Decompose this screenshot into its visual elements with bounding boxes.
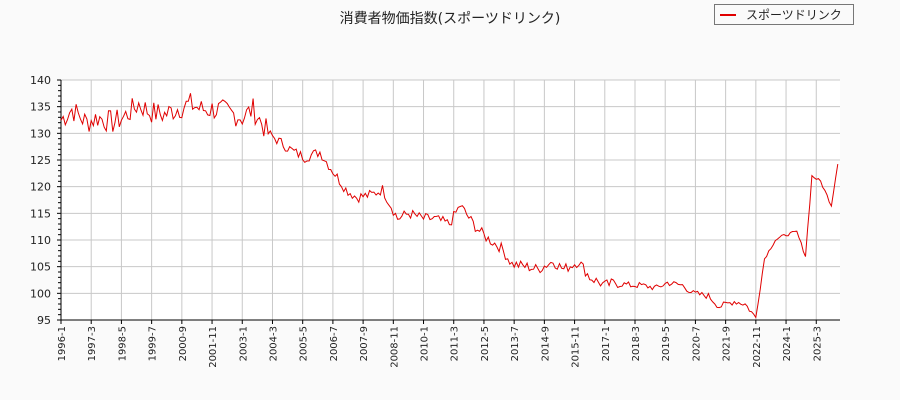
- y-tick-label: 110: [30, 234, 51, 247]
- y-axis-ticks: 95 100 105 110 115 120 125 130 135 140: [30, 74, 61, 327]
- y-tick-label: 105: [30, 261, 51, 274]
- x-tick-label: 1998-5: [117, 326, 128, 361]
- grid-lines: [61, 79, 840, 320]
- x-axis-ticks: 1996-1 1997-3 1998-5 1999-7 2000-9 2001-11 200…: [57, 320, 823, 368]
- x-tick-label: 2010-1: [420, 326, 431, 361]
- legend-line-swatch-icon: [720, 13, 736, 16]
- x-tick-label: 2024-1: [782, 326, 793, 361]
- x-tick-label: 2008-11: [389, 326, 400, 368]
- x-tick-label: 2003-1: [238, 326, 249, 361]
- x-tick-label: 2022-11: [752, 326, 763, 368]
- chart-title: 消費者物価指数(スポーツドリンク): [339, 11, 561, 27]
- x-tick-label: 2004-3: [268, 326, 279, 361]
- legend-label: スポーツドリンク: [746, 8, 842, 22]
- x-tick-label: 2019-5: [661, 326, 672, 361]
- legend: スポーツドリンク: [714, 4, 854, 25]
- x-tick-label: 2005-5: [299, 326, 310, 361]
- y-tick-label: 140: [30, 74, 51, 87]
- y-tick-label: 115: [30, 207, 51, 220]
- x-tick-label: 2013-7: [510, 326, 521, 361]
- y-tick-label: 135: [30, 101, 51, 114]
- x-tick-label: 2014-9: [540, 326, 551, 361]
- x-tick-label: 2017-1: [601, 326, 612, 361]
- y-tick-label: 130: [30, 127, 51, 140]
- x-tick-label: 2021-9: [722, 326, 733, 361]
- x-tick-label: 2011-3: [450, 326, 461, 361]
- y-tick-label: 95: [37, 314, 51, 327]
- y-tick-label: 120: [30, 181, 51, 194]
- x-tick-label: 2020-7: [691, 326, 702, 361]
- x-tick-label: 2001-11: [208, 326, 219, 368]
- series-line-sports-drink: [60, 93, 839, 319]
- x-tick-label: 2012-5: [480, 326, 491, 361]
- y-tick-label: 125: [30, 154, 51, 167]
- x-tick-label: 1997-3: [87, 326, 98, 361]
- x-tick-label: 1996-1: [57, 326, 68, 361]
- x-tick-label: 2015-11: [571, 326, 582, 368]
- x-tick-label: 2006-7: [329, 326, 340, 361]
- x-tick-label: 2007-9: [359, 326, 370, 361]
- x-tick-label: 2025-3: [812, 326, 823, 361]
- x-tick-label: 2000-9: [178, 326, 189, 361]
- x-tick-label: 2018-3: [631, 326, 642, 361]
- y-tick-label: 100: [30, 287, 51, 300]
- x-tick-label: 1999-7: [148, 326, 159, 361]
